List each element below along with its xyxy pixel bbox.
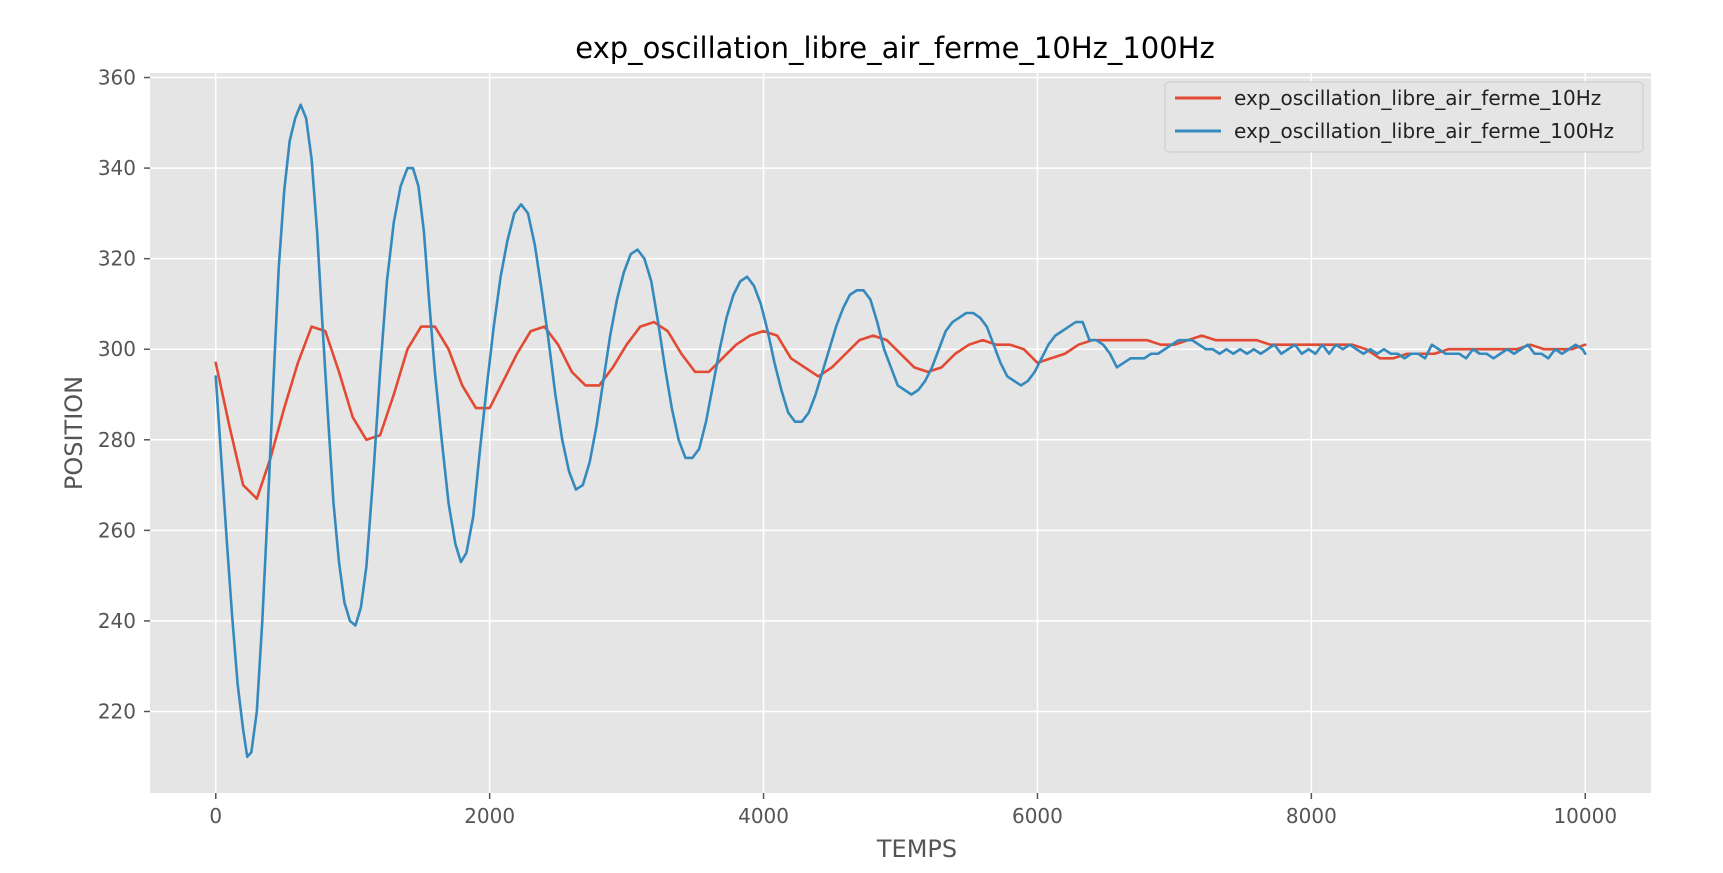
y-tick-label: 220 (98, 699, 136, 723)
legend-label-100hz: exp_oscillation_libre_air_ferme_100Hz (1234, 119, 1614, 143)
y-tick-label: 280 (98, 428, 136, 452)
y-tick-label: 360 (98, 66, 136, 90)
axes: 0 2000 4000 6000 8000 10000 220 240 260 280 300 320… (98, 66, 1617, 828)
y-tick-label: 320 (98, 247, 136, 271)
series-layer (214, 103, 1587, 759)
y-axis-title: POSITION (60, 376, 88, 490)
x-tick-label: 2000 (464, 804, 515, 828)
series-line-100hz (214, 103, 1587, 759)
series-line-10hz (214, 320, 1587, 500)
x-tick-label: 10000 (1553, 804, 1617, 828)
x-tick-label: 8000 (1286, 804, 1337, 828)
x-tick-label: 0 (209, 804, 222, 828)
y-tick-label: 300 (98, 337, 136, 361)
y-tick-label: 340 (98, 156, 136, 180)
legend-label-10hz: exp_oscillation_libre_air_ferme_10Hz (1234, 86, 1601, 110)
chart-title: exp_oscillation_libre_air_ferme_10Hz_100… (575, 31, 1214, 65)
grid (150, 73, 1651, 793)
x-axis-title: TEMPS (876, 835, 957, 863)
x-tick-label: 4000 (738, 804, 789, 828)
y-tick-label: 240 (98, 609, 136, 633)
legend-box (1164, 81, 1644, 153)
y-tick-label: 260 (98, 518, 136, 542)
legend: exp_oscillation_libre_air_ferme_10Hz exp… (1164, 81, 1644, 153)
x-tick-label: 6000 (1012, 804, 1063, 828)
